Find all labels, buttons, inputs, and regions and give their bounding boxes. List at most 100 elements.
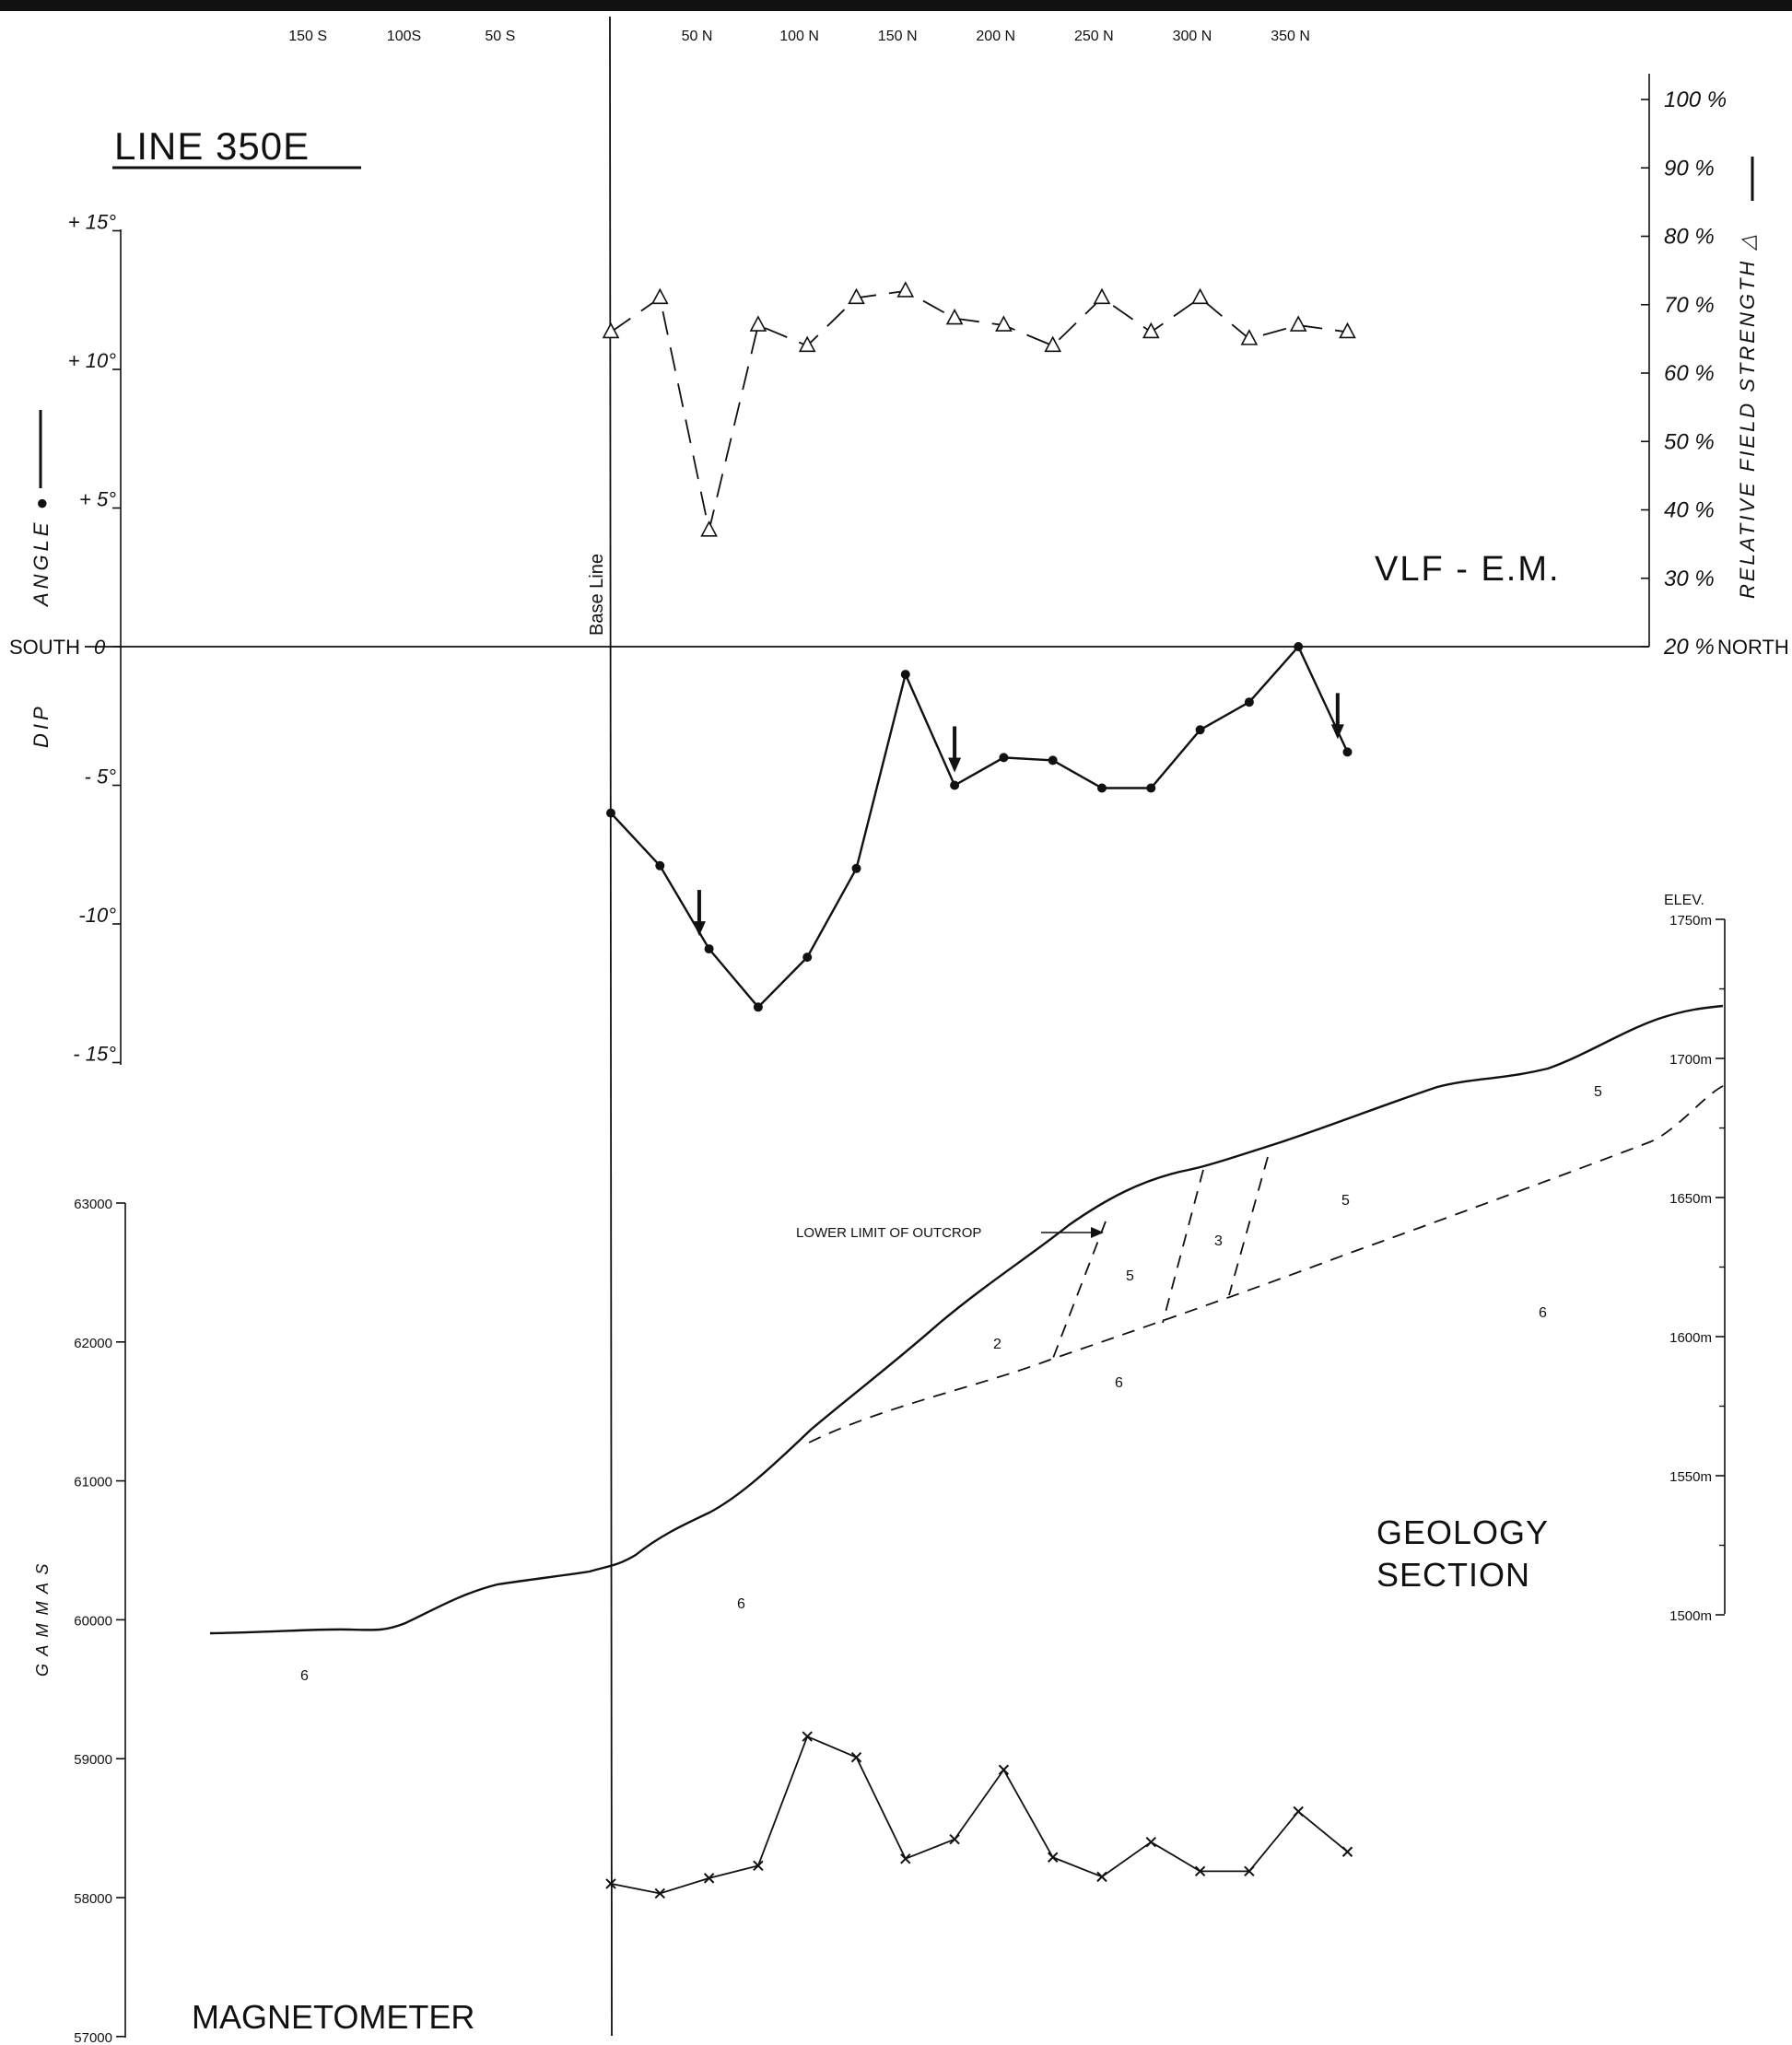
field-tick-label: 60 % bbox=[1664, 361, 1715, 386]
vlf-triangle-point bbox=[749, 315, 767, 332]
top-border bbox=[0, 0, 1792, 11]
vlf-triangle-point bbox=[1044, 335, 1062, 353]
vlf-triangle-point bbox=[1289, 315, 1307, 332]
dip-angle-dot bbox=[1244, 697, 1254, 707]
crossover-arrow-head bbox=[1330, 724, 1344, 740]
vlf-triangle-point bbox=[995, 315, 1013, 332]
unit-label: 3 bbox=[1214, 1233, 1223, 1249]
magnetometer-x-point bbox=[1194, 1865, 1206, 1877]
vlf-field-strength-series bbox=[602, 281, 1356, 537]
field-tick-label: 70 % bbox=[1664, 293, 1715, 318]
magnetometer-x-point bbox=[949, 1833, 960, 1845]
elev-tick-label: 1500m bbox=[1669, 1608, 1712, 1624]
magnetometer-x-point bbox=[1293, 1805, 1304, 1817]
unit-label: 5 bbox=[1341, 1193, 1350, 1209]
dip-angle-dot bbox=[753, 1002, 763, 1012]
line-title: LINE 350E bbox=[114, 124, 310, 168]
station-tick-labels: 150 S 100S 50 S 50 N 100 N 150 N 200 N 250 N 300… bbox=[288, 29, 1310, 44]
vlf-label: VLF - E.M. bbox=[1375, 550, 1561, 589]
elev-tick-label: 1550m bbox=[1669, 1469, 1712, 1485]
geology-label-line-2: SECTION bbox=[1376, 1556, 1530, 1594]
magnetometer-x-point bbox=[1244, 1865, 1255, 1877]
vlf-triangle-point bbox=[798, 335, 816, 353]
elev-tick-label: 1600m bbox=[1669, 1330, 1712, 1346]
magnetometer-x-point bbox=[1341, 1846, 1353, 1857]
vlf-triangle-point bbox=[1093, 287, 1111, 305]
station-tick-label: 50 N bbox=[682, 29, 713, 44]
dip-tick-label: 0 bbox=[94, 636, 106, 659]
magnetometer-x-point bbox=[900, 1853, 911, 1864]
magnetometer-x-point bbox=[1047, 1852, 1059, 1863]
field-tick-label: 100 % bbox=[1664, 88, 1727, 112]
elev-tick-label: 1650m bbox=[1669, 1191, 1712, 1207]
station-tick-label: 300 N bbox=[1173, 29, 1212, 44]
elev-axis-ticks: 1750m 1700m 1650m 1600m 1550m 1500m bbox=[1669, 913, 1725, 1624]
station-tick-label: 250 N bbox=[1074, 29, 1114, 44]
dip-tick-label: - 5° bbox=[85, 765, 117, 789]
magnetometer-line bbox=[610, 1735, 1349, 1895]
dip-angle-dot bbox=[1048, 755, 1058, 765]
vlf-triangle-point bbox=[1191, 287, 1209, 305]
vlf-triangle-point bbox=[896, 281, 915, 298]
dip-angle-dot bbox=[851, 863, 861, 873]
magnetometer-x-point bbox=[654, 1887, 666, 1899]
dip-tick-label: + 5° bbox=[79, 488, 116, 511]
vlf-triangle-point bbox=[700, 520, 718, 537]
station-tick-label: 200 N bbox=[976, 29, 1015, 44]
dip-axis-label-bottom: DIP bbox=[29, 703, 53, 748]
vlf-triangle-point bbox=[1142, 321, 1160, 339]
dip-axis-label-top: ANGLE ● bbox=[29, 494, 53, 608]
station-tick-label: 100S bbox=[387, 29, 421, 44]
dip-tick-label: + 15° bbox=[68, 211, 116, 234]
crossover-arrow-head bbox=[692, 921, 706, 937]
lower-contact bbox=[808, 1084, 1726, 1443]
gammas-tick-label: 63000 bbox=[74, 1197, 112, 1212]
vlf-field-strength-line bbox=[610, 289, 1348, 531]
dip-angle-dot bbox=[1342, 747, 1353, 757]
field-tick-label: 90 % bbox=[1664, 156, 1715, 181]
topography-profile bbox=[209, 1004, 1724, 1635]
unit-label: 6 bbox=[737, 1596, 745, 1612]
unit-label: 6 bbox=[1539, 1305, 1547, 1321]
dip-angle-dot bbox=[1294, 642, 1304, 651]
geology-section: 2 3 5 5 5 6 6 6 6 LOWER LIMIT OF OUTCROP bbox=[209, 1004, 1726, 1684]
dip-angle-dot bbox=[606, 808, 615, 818]
south-label: SOUTH bbox=[9, 636, 80, 659]
field-tick-label: 20 % bbox=[1663, 635, 1715, 660]
gammas-tick-label: 57000 bbox=[74, 2030, 112, 2045]
station-tick-label: 150 S bbox=[288, 29, 327, 44]
gammas-tick-label: 59000 bbox=[74, 1752, 112, 1768]
dip-angle-dot bbox=[704, 944, 714, 954]
magnetometer-x-point bbox=[1096, 1871, 1107, 1883]
unit-label: 6 bbox=[300, 1668, 309, 1684]
outcrop-arrow-head bbox=[1091, 1227, 1104, 1238]
magnetometer-series bbox=[605, 1731, 1353, 1899]
dip-tick-label: - 15° bbox=[73, 1043, 116, 1066]
dip-angle-dot bbox=[999, 753, 1009, 763]
field-axis-ticks: 100 % 90 % 80 % 70 % 60 % 50 % 40 % 30 % 20 % bbox=[1641, 88, 1727, 660]
dip-angle-line bbox=[610, 644, 1349, 1010]
gammas-tick-label: 58000 bbox=[74, 1891, 112, 1907]
contact-dash-3 bbox=[1228, 1156, 1269, 1296]
geology-label-line-1: GEOLOGY bbox=[1376, 1513, 1549, 1551]
gammas-tick-label: 60000 bbox=[74, 1613, 112, 1629]
crossover-arrow-head bbox=[948, 757, 962, 773]
unit-label: 5 bbox=[1126, 1268, 1134, 1284]
elev-axis-title: ELEV. bbox=[1664, 893, 1704, 908]
station-tick-label: 100 N bbox=[779, 29, 819, 44]
vlf-triangle-point bbox=[848, 287, 865, 305]
gammas-axis-ticks: 63000 62000 61000 60000 59000 58000 57000 bbox=[74, 1197, 125, 2045]
station-tick-label: 350 N bbox=[1271, 29, 1310, 44]
north-label: NORTH bbox=[1717, 636, 1789, 659]
field-tick-label: 50 % bbox=[1664, 429, 1715, 454]
vlf-triangle-point bbox=[602, 321, 620, 339]
dip-angle-dot bbox=[1097, 783, 1107, 793]
dip-angle-series bbox=[606, 642, 1353, 1012]
magnetometer-x-point bbox=[802, 1731, 813, 1742]
unit-label: 5 bbox=[1594, 1084, 1602, 1100]
unit-label: 2 bbox=[993, 1337, 1001, 1352]
station-tick-label: 150 N bbox=[878, 29, 918, 44]
dip-axis-ticks: + 15° + 10° + 5° 0 - 5° -10° - 15° bbox=[68, 211, 121, 1066]
magnetometer-x-point bbox=[850, 1751, 862, 1763]
dip-tick-label: + 10° bbox=[68, 349, 116, 372]
